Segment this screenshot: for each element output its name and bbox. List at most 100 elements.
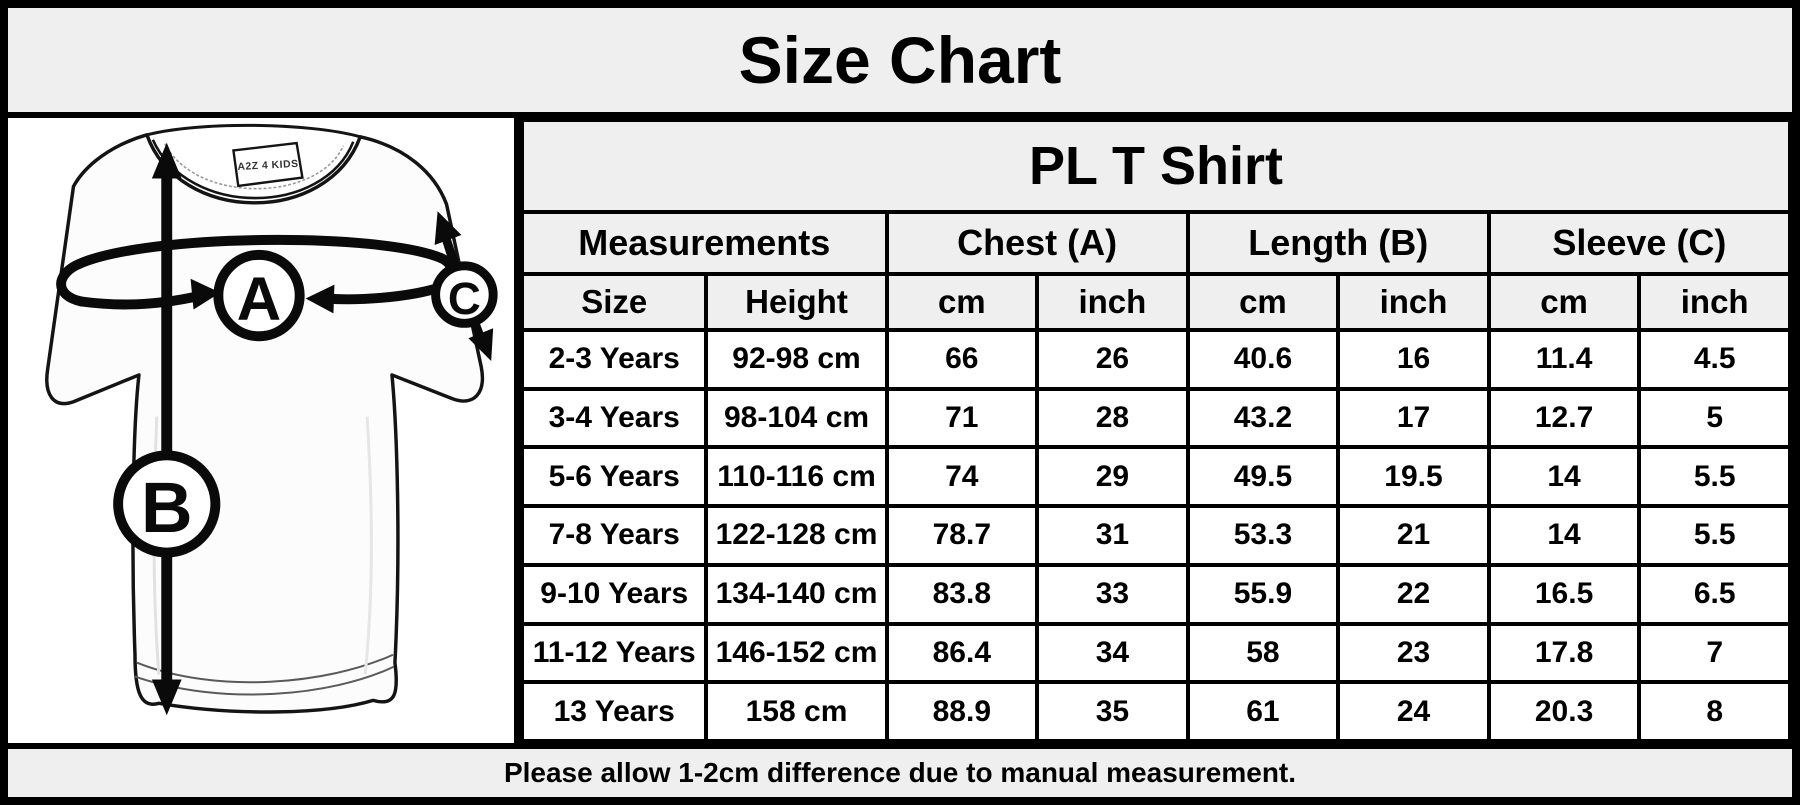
group-header-sleeve: Sleeve (C) bbox=[1486, 210, 1793, 276]
value-cell: 28 bbox=[1035, 386, 1190, 450]
column-header-length-cm: cm bbox=[1185, 272, 1341, 332]
value-cell: 14 bbox=[1486, 445, 1642, 509]
value-cell: 5.5 bbox=[1637, 504, 1792, 567]
group-header-chest: Chest (A) bbox=[884, 210, 1190, 276]
height-cell: 122-128 cm bbox=[704, 504, 889, 567]
value-cell: 5.5 bbox=[1637, 445, 1792, 509]
value-cell: 7 bbox=[1637, 621, 1792, 685]
height-cell: 98-104 cm bbox=[704, 386, 889, 450]
value-cell: 20.3 bbox=[1486, 680, 1642, 743]
column-header-sleeve-cm: cm bbox=[1486, 272, 1642, 332]
value-cell: 5 bbox=[1637, 386, 1792, 450]
column-header-sleeve-inch: inch bbox=[1637, 272, 1792, 332]
value-cell: 23 bbox=[1336, 621, 1491, 685]
column-header-row: Size Height cm inch cm inch cm inch bbox=[519, 272, 1792, 332]
table-row: 5-6 Years 110-116 cm 74 29 49.5 19.5 14 5.5 bbox=[519, 445, 1792, 509]
sleeve-label: C bbox=[448, 273, 481, 324]
value-cell: 78.7 bbox=[884, 504, 1040, 567]
height-cell: 110-116 cm bbox=[704, 445, 889, 509]
value-cell: 16 bbox=[1336, 328, 1491, 391]
chest-label-badge: A bbox=[213, 249, 305, 342]
footer-note-band: Please allow 1-2cm difference due to man… bbox=[8, 743, 1792, 797]
fold-line-right bbox=[363, 416, 373, 675]
value-cell: 16.5 bbox=[1486, 562, 1642, 626]
value-cell: 53.3 bbox=[1185, 504, 1341, 567]
group-header-length: Length (B) bbox=[1185, 210, 1491, 276]
group-header-measurements: Measurements bbox=[520, 210, 889, 276]
value-cell: 40.6 bbox=[1185, 328, 1341, 391]
value-cell: 8 bbox=[1637, 680, 1792, 743]
column-header-chest-cm: cm bbox=[884, 272, 1040, 332]
size-cell: 2-3 Years bbox=[519, 328, 709, 391]
value-cell: 11.4 bbox=[1486, 328, 1642, 391]
value-cell: 24 bbox=[1336, 680, 1491, 743]
height-cell: 134-140 cm bbox=[704, 562, 889, 626]
value-cell: 55.9 bbox=[1185, 562, 1341, 626]
value-cell: 83.8 bbox=[884, 562, 1040, 626]
value-cell: 58 bbox=[1185, 621, 1341, 685]
value-cell: 88.9 bbox=[884, 680, 1040, 743]
table-row: 7-8 Years 122-128 cm 78.7 31 53.3 21 14 5.5 bbox=[519, 504, 1792, 567]
table-row: 2-3 Years 92-98 cm 66 26 40.6 16 11.4 4.5 bbox=[519, 328, 1792, 391]
collar-inner-rim bbox=[164, 143, 345, 190]
height-cell: 158 cm bbox=[704, 680, 889, 743]
tshirt-diagram-svg: A2Z 4 KIDS bbox=[45, 123, 498, 716]
value-cell: 74 bbox=[884, 445, 1040, 509]
size-cell: 3-4 Years bbox=[519, 386, 709, 450]
column-header-chest-inch: inch bbox=[1035, 272, 1190, 332]
value-cell: 49.5 bbox=[1185, 445, 1341, 509]
group-header-row: Measurements Chest (A) Length (B) Sleeve… bbox=[520, 210, 1793, 276]
length-measure-arrow bbox=[151, 142, 182, 716]
table-row: 9-10 Years 134-140 cm 83.8 33 55.9 22 16.5 6.5 bbox=[519, 562, 1792, 626]
value-cell: 4.5 bbox=[1637, 328, 1792, 391]
tshirt-outline bbox=[45, 133, 485, 714]
height-cell: 146-152 cm bbox=[704, 621, 889, 685]
height-cell: 92-98 cm bbox=[704, 328, 889, 391]
value-cell: 35 bbox=[1035, 680, 1190, 743]
chest-label: A bbox=[237, 265, 281, 334]
column-header-size: Size bbox=[519, 272, 709, 332]
footer-note: Please allow 1-2cm difference due to man… bbox=[503, 757, 1297, 788]
size-table-panel: PL T Shirt Measurements Chest (A) Length… bbox=[519, 118, 1793, 743]
page-title: Size Chart bbox=[738, 23, 1062, 97]
brand-tag-text: A2Z 4 KIDS bbox=[237, 159, 299, 173]
value-cell: 14 bbox=[1486, 504, 1642, 567]
size-cell: 9-10 Years bbox=[519, 562, 709, 626]
size-cell: 7-8 Years bbox=[519, 504, 709, 567]
product-title-row: PL T Shirt bbox=[520, 118, 1792, 214]
column-header-length-inch: inch bbox=[1336, 272, 1491, 332]
table-row: 3-4 Years 98-104 cm 71 28 43.2 17 12.7 5 bbox=[519, 386, 1792, 450]
value-cell: 86.4 bbox=[884, 621, 1040, 685]
size-table-body: 2-3 Years 92-98 cm 66 26 40.6 16 11.4 4.5 3-4 Ye… bbox=[519, 328, 1792, 743]
table-row: 13 Years 158 cm 88.9 35 61 24 20.3 8 bbox=[519, 680, 1792, 743]
value-cell: 12.7 bbox=[1486, 386, 1642, 450]
collar-brand-tag: A2Z 4 KIDS bbox=[232, 141, 304, 188]
length-label: B bbox=[141, 468, 193, 548]
sleeve-label-badge: C bbox=[431, 261, 498, 328]
value-cell: 26 bbox=[1035, 328, 1190, 391]
title-band: Size Chart bbox=[8, 8, 1792, 118]
length-label-badge: B bbox=[113, 450, 221, 558]
size-table: PL T Shirt Measurements Chest (A) Length… bbox=[519, 118, 1793, 743]
value-cell: 29 bbox=[1035, 445, 1190, 509]
value-cell: 22 bbox=[1336, 562, 1491, 626]
value-cell: 33 bbox=[1035, 562, 1190, 626]
value-cell: 43.2 bbox=[1185, 386, 1341, 450]
size-cell: 5-6 Years bbox=[519, 445, 709, 509]
size-cell: 11-12 Years bbox=[519, 621, 709, 685]
value-cell: 17 bbox=[1336, 386, 1491, 450]
value-cell: 61 bbox=[1185, 680, 1341, 743]
value-cell: 21 bbox=[1336, 504, 1491, 567]
value-cell: 6.5 bbox=[1637, 562, 1792, 626]
collar-top-edge bbox=[146, 123, 361, 139]
tshirt-measurement-diagram: A2Z 4 KIDS bbox=[8, 118, 520, 743]
value-cell: 17.8 bbox=[1486, 621, 1642, 685]
value-cell: 66 bbox=[884, 328, 1040, 391]
column-header-height: Height bbox=[704, 272, 889, 332]
table-row: 11-12 Years 146-152 cm 86.4 34 58 23 17.8 7 bbox=[519, 621, 1792, 685]
size-cell: 13 Years bbox=[519, 680, 709, 743]
value-cell: 34 bbox=[1035, 621, 1190, 685]
main-area: A2Z 4 KIDS bbox=[8, 118, 1793, 743]
value-cell: 71 bbox=[884, 386, 1040, 450]
